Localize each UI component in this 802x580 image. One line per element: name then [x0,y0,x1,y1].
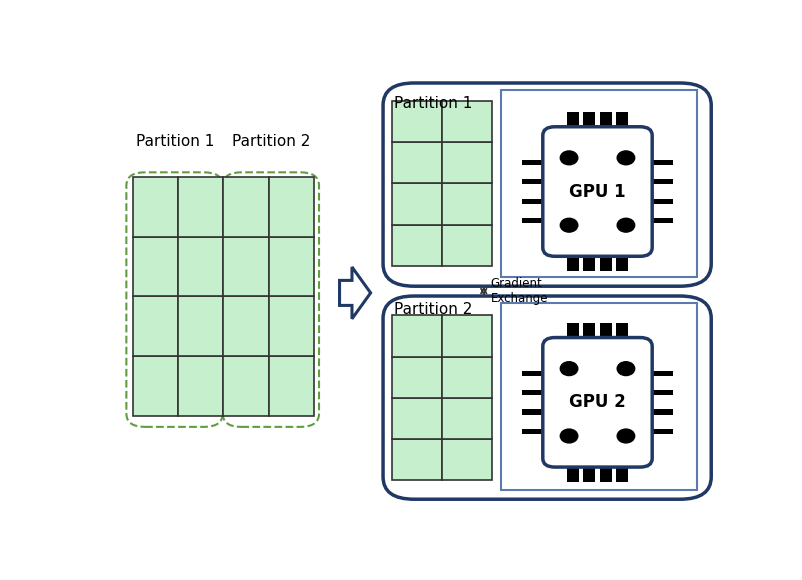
Bar [567,322,579,338]
Bar [616,112,628,127]
Bar [522,179,543,184]
Bar [132,237,178,296]
Ellipse shape [561,362,577,376]
Bar [600,467,612,482]
Bar [269,237,314,296]
Bar [522,429,543,434]
Bar [567,112,579,127]
Bar [583,467,595,482]
Bar [522,112,673,271]
Text: Partition 2: Partition 2 [232,133,310,148]
Bar [652,371,673,376]
FancyBboxPatch shape [383,296,711,499]
Bar [501,90,697,277]
Bar [132,296,178,356]
Bar [223,296,269,356]
Ellipse shape [561,429,577,443]
Bar [522,199,543,204]
Bar [522,218,543,223]
Text: GPU 2: GPU 2 [569,393,626,411]
Bar [522,322,673,482]
Bar [652,199,673,204]
Bar [392,101,442,142]
Bar [442,101,492,142]
Text: Gradient
Exchange: Gradient Exchange [491,277,548,305]
Bar [501,303,697,490]
FancyBboxPatch shape [223,172,319,427]
Bar [522,390,543,395]
Bar [583,256,595,271]
Bar [522,160,543,165]
Bar [132,177,178,237]
Bar [522,371,543,376]
Bar [567,467,579,482]
Bar [616,322,628,338]
Bar [269,177,314,237]
Bar [652,218,673,223]
Text: Partition 2: Partition 2 [394,302,472,317]
Text: GPU 1: GPU 1 [569,183,626,201]
Bar [652,160,673,165]
Bar [600,256,612,271]
Bar [522,409,543,415]
Polygon shape [339,267,371,319]
Ellipse shape [561,151,577,165]
Bar [652,429,673,434]
Bar [583,322,595,338]
Bar [392,316,442,357]
Bar [583,112,595,127]
Bar [392,183,442,225]
FancyBboxPatch shape [127,172,223,427]
Ellipse shape [618,151,634,165]
Ellipse shape [618,218,634,232]
Bar [392,142,442,183]
Bar [442,225,492,266]
Bar [392,398,442,439]
FancyBboxPatch shape [543,127,652,256]
Bar [616,256,628,271]
Bar [442,357,492,398]
Text: Partition 1: Partition 1 [136,133,214,148]
Bar [223,356,269,416]
Bar [652,409,673,415]
Bar [442,316,492,357]
FancyBboxPatch shape [383,83,711,286]
Bar [178,356,223,416]
Ellipse shape [561,218,577,232]
Bar [178,237,223,296]
Bar [269,356,314,416]
Bar [652,179,673,184]
Bar [223,177,269,237]
Bar [178,296,223,356]
Ellipse shape [618,429,634,443]
Bar [392,357,442,398]
Bar [652,390,673,395]
Bar [178,177,223,237]
Bar [567,256,579,271]
Bar [442,439,492,480]
Bar [442,183,492,225]
Bar [442,398,492,439]
Bar [442,142,492,183]
Bar [132,356,178,416]
FancyBboxPatch shape [543,338,652,467]
Ellipse shape [618,362,634,376]
Bar [600,112,612,127]
Bar [223,237,269,296]
Bar [392,225,442,266]
Bar [392,439,442,480]
Text: Partition 1: Partition 1 [394,96,472,111]
Bar [269,296,314,356]
Bar [600,322,612,338]
Bar [616,467,628,482]
